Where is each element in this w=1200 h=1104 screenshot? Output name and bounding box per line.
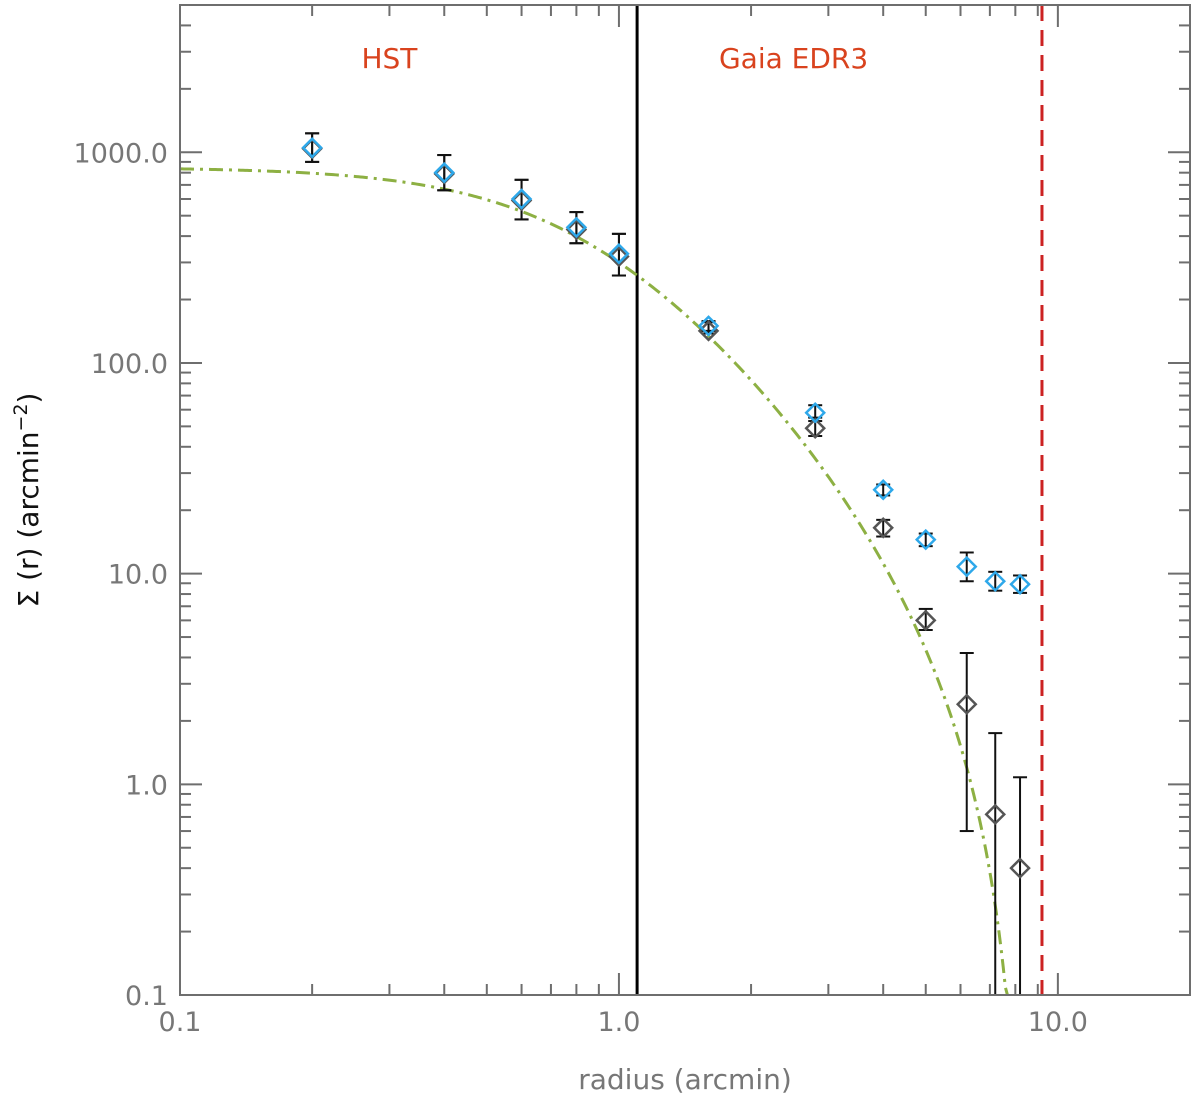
data-point-diamond: [872, 479, 894, 501]
tick-layer: [179, 4, 1191, 996]
y-tick-label: 0.1: [125, 981, 168, 1012]
king-profile-fit: [179, 167, 1009, 996]
data-point-diamond: [984, 803, 1007, 826]
y-axis-title-close: ): [12, 393, 45, 404]
y-axis-title-exponent: −2: [10, 403, 32, 431]
data-point-diamond: [955, 693, 978, 715]
data-point-diamond: [984, 570, 1007, 593]
x-tick-label: 1.0: [597, 1007, 640, 1038]
x-tick-label: 10.0: [1028, 1007, 1088, 1038]
data-point-diamond: [608, 245, 630, 268]
y-tick-label: 1.0: [125, 770, 168, 801]
data-point-diamond: [804, 417, 826, 439]
y-tick-label: 100.0: [91, 349, 168, 380]
data-points-layer: [301, 132, 1031, 995]
data-point-diamond: [1009, 857, 1031, 879]
region-label: HST: [361, 42, 418, 75]
data-point-diamond: [872, 517, 894, 539]
reference-lines: [635, 5, 1044, 995]
markers-subtracted: [301, 137, 1031, 879]
region-label: Gaia EDR3: [719, 42, 868, 75]
data-point-diamond: [565, 216, 588, 239]
data-point-diamond: [804, 402, 826, 424]
markers-raw: [301, 137, 1031, 596]
y-tick-label: 10.0: [108, 560, 168, 591]
plot-frame: [179, 4, 1191, 996]
data-point-diamond: [1009, 573, 1031, 596]
x-tick-label: 0.1: [159, 1007, 202, 1038]
labels-layer: 0.1 1.0 10.0 0.1 1.0 10.0 100.0 1000.0 HST Gaia E…: [74, 42, 1088, 1038]
data-point-diamond: [914, 528, 937, 551]
data-point-diamond: [301, 137, 323, 159]
data-point-diamond: [510, 188, 533, 210]
data-point-diamond: [914, 609, 937, 632]
data-point-diamond: [955, 555, 978, 578]
data-point-diamond: [565, 218, 588, 241]
series-raw-counts: [305, 132, 1028, 594]
series-background-subtracted: [305, 132, 1028, 995]
data-point-diamond: [433, 161, 456, 184]
data-point-diamond: [697, 315, 720, 337]
model-curve-layer: [179, 167, 1009, 996]
y-axis-title: Σ (r) (arcmin−2): [10, 393, 45, 608]
data-point-diamond: [608, 242, 630, 265]
y-tick-label: 1000.0: [74, 138, 168, 169]
y-axis-title-text: Σ (r) (arcmin: [12, 431, 45, 607]
x-axis-title: radius (arcmin): [578, 1063, 792, 1096]
